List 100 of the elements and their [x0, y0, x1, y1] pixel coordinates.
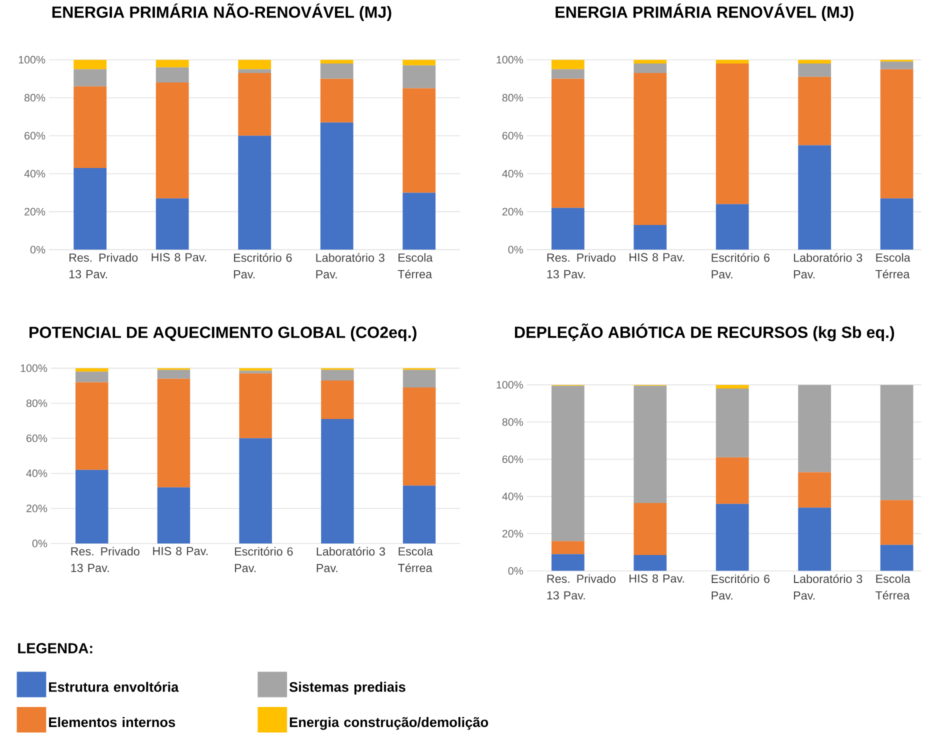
y-tick-label: 0% — [30, 246, 46, 254]
legend-title: LEGENDA: — [18, 642, 92, 654]
bar — [716, 388, 749, 458]
bar — [880, 384, 914, 500]
bar — [634, 386, 667, 503]
chart-title: ENERGIA PRIMÁRIA NÃO-RENOVÁVEL (MJ) — [52, 3, 392, 21]
bar — [634, 72, 667, 225]
bar — [238, 72, 272, 136]
bar — [74, 168, 107, 250]
bar — [320, 78, 354, 122]
y-tick-label: 60% — [502, 132, 523, 140]
bar — [239, 368, 272, 371]
x-tick-label: Laboratório 3 Pav. — [794, 574, 862, 600]
bar — [74, 86, 107, 168]
x-tick-label: HIS 8 Pav. — [630, 252, 684, 262]
bar — [402, 485, 436, 544]
bar — [74, 68, 107, 86]
bar — [156, 198, 189, 250]
x-tick-label: HIS 8 Pav. — [630, 574, 684, 582]
bar — [798, 507, 832, 571]
bar — [238, 59, 272, 69]
y-tick-label: 20% — [502, 208, 523, 216]
bar — [880, 544, 914, 571]
bar — [402, 59, 436, 66]
x-tick-label: Res. Privado 13 Pav. — [547, 252, 616, 278]
bar — [634, 502, 667, 555]
x-tick-label: Escritório 6 Pav. — [712, 574, 770, 600]
bar — [320, 122, 354, 250]
legend-label: Elementos internos — [49, 716, 176, 727]
bar — [75, 470, 108, 544]
bar — [551, 208, 584, 250]
y-tick-label: 20% — [24, 208, 46, 216]
bar — [551, 386, 584, 541]
bar — [634, 224, 667, 250]
y-tick-label: 100% — [496, 380, 523, 388]
bar — [156, 67, 189, 82]
bar — [716, 59, 749, 64]
bar — [402, 88, 436, 192]
y-tick-label: 20% — [26, 504, 48, 512]
bar — [321, 418, 354, 544]
y-tick-label: 100% — [18, 56, 46, 64]
bar — [880, 61, 914, 69]
bar — [798, 59, 832, 64]
x-tick-label: Escritório 6 Pav. — [234, 252, 292, 278]
legend-label: Energia construção/demolição — [290, 716, 488, 730]
bar — [551, 78, 584, 208]
bar — [239, 438, 272, 544]
bar — [798, 144, 832, 250]
x-tick-label: Laboratório 3 Pav. — [316, 546, 386, 572]
bar — [551, 554, 584, 571]
legend-label: Estrutura envoltória — [49, 681, 179, 692]
bar — [156, 82, 189, 198]
bar — [716, 384, 749, 388]
y-tick-label: 40% — [502, 170, 523, 178]
bar — [798, 384, 832, 472]
y-tick-label: 100% — [496, 56, 523, 64]
bar — [798, 63, 832, 77]
y-tick-label: 80% — [24, 94, 46, 102]
x-tick-label: Escritório 6 Pav. — [712, 252, 770, 278]
bar — [716, 204, 749, 250]
chart-title: ENERGIA PRIMÁRIA RENOVÁVEL (MJ) — [556, 3, 854, 21]
x-tick-label: HIS 8 Pav. — [153, 546, 208, 555]
bar — [402, 370, 436, 388]
y-tick-label: 80% — [26, 399, 48, 407]
bar — [880, 198, 914, 250]
bar — [157, 487, 190, 544]
y-tick-label: 40% — [502, 492, 523, 500]
bar — [634, 554, 667, 571]
bar — [716, 504, 749, 571]
bar — [880, 68, 914, 198]
chart-title: DEPLEÇÃO ABIÓTICA DE RECURSOS (kg Sb eq.) — [514, 323, 894, 342]
bar — [239, 370, 272, 374]
bar — [716, 63, 749, 204]
chart-title: POTENCIAL DE AQUECIMENTO GLOBAL (CO2eq.) — [30, 326, 416, 342]
bar — [551, 68, 584, 78]
bar — [402, 387, 436, 486]
legend-label: Sistemas prediais — [289, 682, 406, 694]
x-tick-label: Escola Térrea — [876, 252, 910, 278]
y-tick-label: 0% — [508, 566, 523, 574]
x-tick-label: Laboratório 3 Pav. — [316, 252, 384, 278]
bar — [157, 370, 190, 378]
x-tick-label: Res. Privado 13 Pav. — [69, 252, 138, 278]
x-tick-label: Laboratório 3 Pav. — [794, 252, 862, 278]
bar — [798, 76, 832, 145]
x-tick-label: Escola Térrea — [398, 546, 433, 572]
y-tick-label: 60% — [26, 434, 48, 442]
bar — [402, 65, 436, 88]
bar — [75, 382, 108, 470]
x-tick-label: Res. Privado 13 Pav. — [547, 574, 616, 600]
bar — [74, 59, 107, 69]
y-tick-label: 60% — [24, 132, 46, 140]
bar — [239, 373, 272, 438]
bar — [634, 63, 667, 73]
x-tick-label: Res. Privado 13 Pav. — [71, 546, 140, 572]
bar — [320, 63, 354, 78]
y-tick-label: 60% — [502, 455, 523, 463]
y-tick-label: 80% — [502, 418, 523, 426]
y-tick-label: 40% — [26, 469, 48, 477]
y-tick-label: 0% — [508, 246, 523, 254]
x-tick-label: Escritório 6 Pav. — [235, 546, 293, 572]
